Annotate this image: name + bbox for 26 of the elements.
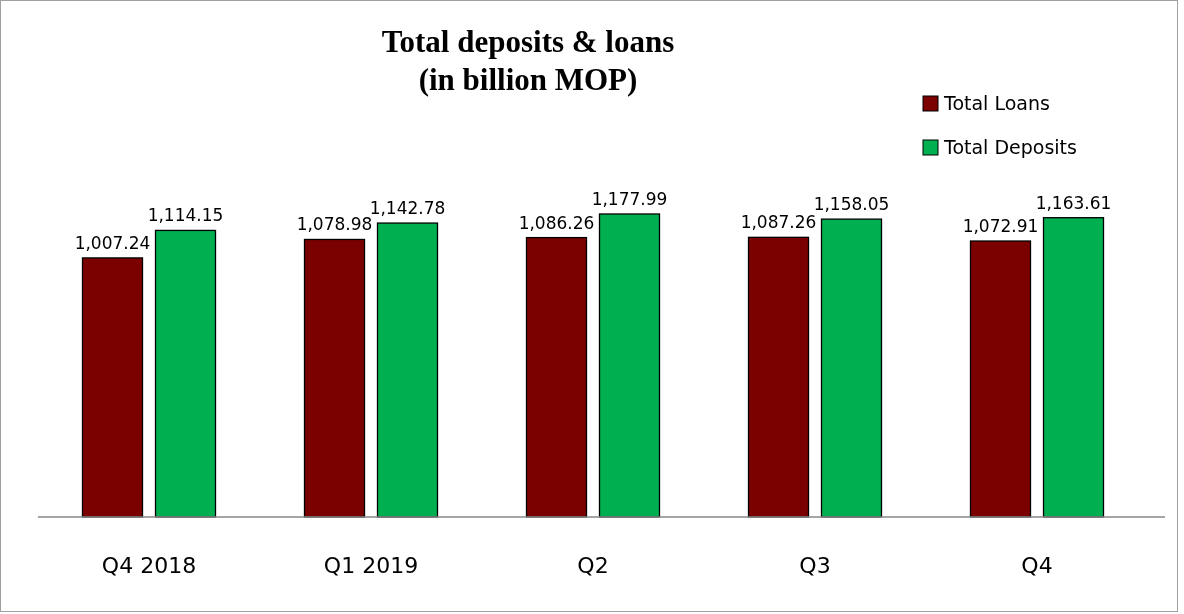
bar [1042, 217, 1105, 518]
bar [747, 236, 810, 518]
legend-label: Total Loans [943, 92, 1050, 114]
data-label: 1,163.61 [1035, 192, 1112, 213]
data-label: 1,007.24 [74, 232, 151, 253]
data-label: 1,086.26 [518, 212, 595, 233]
bar [376, 222, 439, 518]
data-label: 1,114.15 [147, 205, 224, 226]
x-tick-label: Q4 [1021, 553, 1053, 578]
legend-label: Total Deposits [943, 136, 1077, 158]
bar [598, 213, 661, 518]
bar [820, 218, 883, 518]
data-label: 1,177.99 [591, 189, 668, 209]
data-label: 1,158.05 [813, 194, 890, 215]
data-label: 1,072.91 [962, 216, 1039, 237]
bar [81, 257, 144, 518]
x-tick-label: Q2 [577, 553, 609, 578]
data-label: 1,087.26 [740, 212, 817, 233]
x-tick-label: Q1 2019 [323, 553, 419, 578]
bar [154, 229, 217, 518]
x-tick-label: Q3 [799, 553, 831, 578]
bar [969, 240, 1032, 518]
x-tick-label: Q4 2018 [101, 553, 197, 578]
bar [303, 238, 366, 518]
chart-title: Total deposits & loans (in billion MOP) [381, 24, 675, 97]
bar [525, 236, 588, 518]
